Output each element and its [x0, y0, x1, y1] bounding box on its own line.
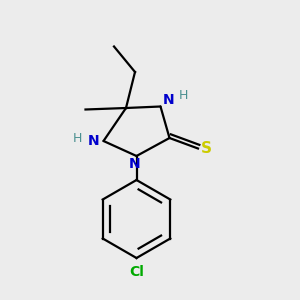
- Text: H: H: [178, 88, 188, 102]
- Text: S: S: [201, 141, 212, 156]
- Text: Cl: Cl: [129, 265, 144, 278]
- Text: N: N: [88, 134, 100, 148]
- Text: H: H: [73, 131, 82, 145]
- Text: N: N: [163, 93, 175, 107]
- Text: N: N: [129, 157, 141, 170]
